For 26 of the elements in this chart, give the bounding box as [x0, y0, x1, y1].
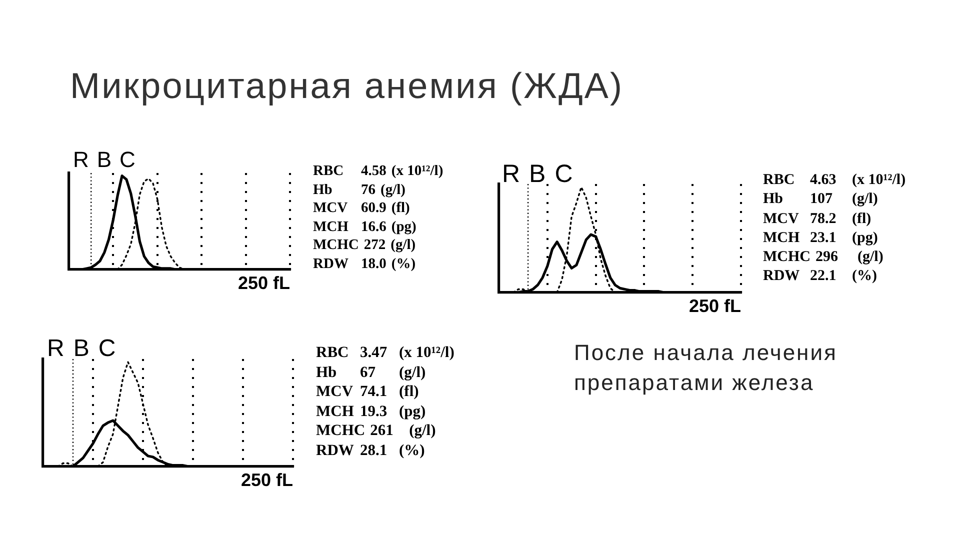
text: После начала лечения препаратами железа — [574, 339, 838, 397]
text: MCHC 261 (g/l) — [316, 421, 436, 440]
text: Hb 76 (g/l) — [313, 182, 406, 198]
x-axis-title: 250 fL — [238, 273, 290, 294]
text: Hb 107 (g/l) — [763, 191, 878, 208]
text: Микроцитарная анемия (ЖДА) — [70, 65, 624, 106]
text: RDW 22.1 (%) — [763, 267, 877, 286]
text: MCHC 296 (g/l) — [763, 249, 884, 266]
x-axis-title: 250 fL — [240, 470, 293, 490]
chart-title: RBC — [502, 160, 582, 188]
text: RBC 3.47 (x 10¹²/l) — [316, 343, 454, 362]
chart-title: RBC — [47, 335, 125, 362]
chart-title: RBC — [73, 147, 144, 172]
text: RBC 4.63 (x 10¹²/l) — [763, 171, 906, 190]
text: MCH 16.6 (pg) — [313, 218, 416, 236]
text: MCV 74.1 (fl) — [316, 382, 419, 402]
text: MCHC 272 (g/l) — [313, 236, 416, 255]
text: RDW 18.0 (%) — [313, 254, 416, 274]
text: RBC 4.58 (x 10¹²/l) — [313, 162, 444, 181]
text: MCH 19.3 (pg) — [316, 402, 426, 421]
x-axis-title: 250 fL — [688, 296, 741, 316]
text: MCH 23.1 (pg) — [763, 228, 878, 248]
text: MCV 60.9 (fl) — [313, 199, 410, 218]
text: Hb 67 (g/l) — [316, 364, 426, 380]
text: MCV 78.2 (fl) — [763, 210, 872, 229]
text: RDW 28.1 (%) — [316, 440, 425, 460]
